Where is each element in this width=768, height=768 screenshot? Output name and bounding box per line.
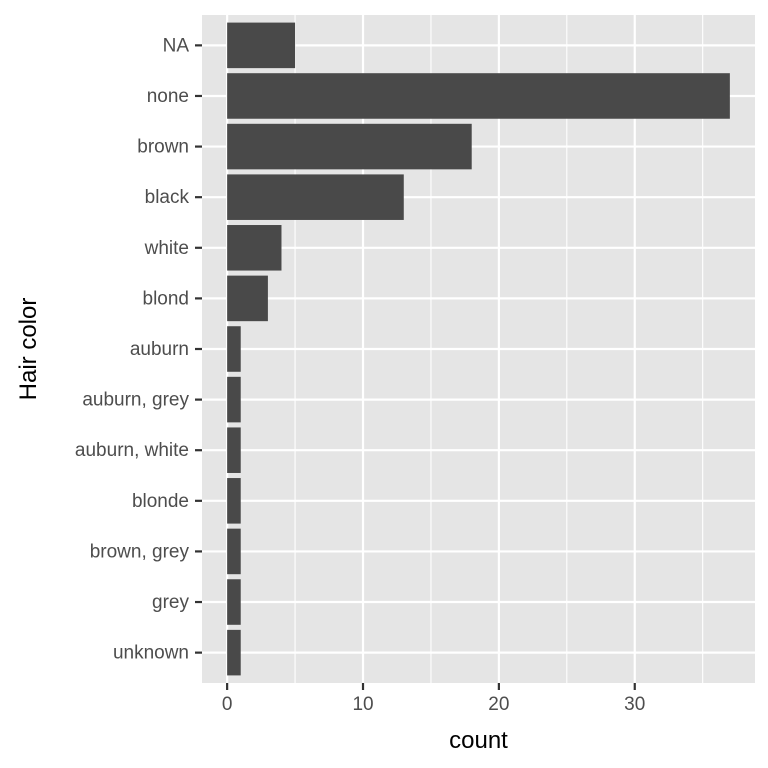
bar [227, 579, 241, 625]
y-tick-label: unknown [113, 643, 189, 664]
bar [227, 22, 296, 69]
y-tick-label: auburn [130, 339, 189, 360]
y-tick-label: brown [137, 137, 189, 158]
y-tick-label: black [145, 187, 190, 208]
x-tick-label: 30 [624, 694, 645, 715]
x-tick-label: 0 [222, 694, 233, 715]
bar [227, 629, 241, 676]
y-tick-label: blond [143, 288, 190, 309]
bar [227, 174, 404, 220]
bar [227, 376, 241, 423]
y-tick-label: auburn, grey [82, 390, 189, 411]
x-axis-label: count [449, 727, 508, 754]
y-tick-label: none [147, 86, 189, 107]
y-tick-label: white [144, 238, 189, 259]
bar [227, 225, 282, 271]
y-tick-label: brown, grey [90, 541, 190, 562]
x-tick-label: 10 [352, 694, 373, 715]
bar [227, 275, 268, 322]
x-tick-label: 20 [488, 694, 509, 715]
y-axis-label: Hair color [15, 298, 42, 401]
bar [227, 326, 241, 372]
bar [227, 123, 472, 170]
bar [227, 427, 241, 473]
y-tick-label: auburn, white [75, 440, 189, 461]
bar [227, 478, 241, 524]
y-tick-label: blonde [132, 491, 189, 512]
y-tick-label: NA [163, 35, 190, 56]
y-tick-label: grey [152, 592, 189, 613]
bar [227, 73, 730, 119]
bar [227, 528, 241, 575]
